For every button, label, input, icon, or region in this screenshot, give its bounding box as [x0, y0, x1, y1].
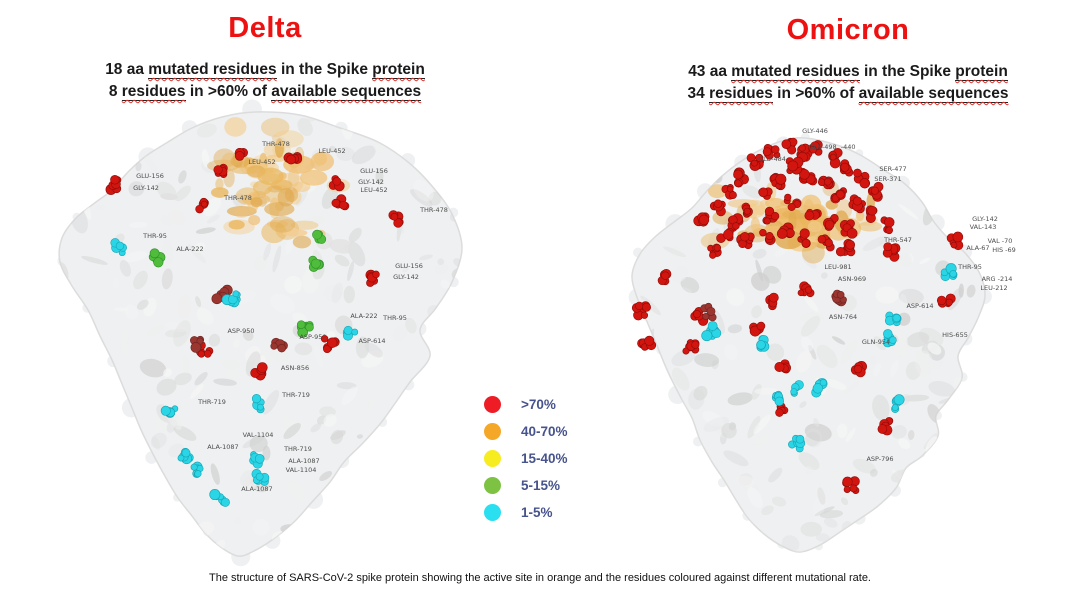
stats-text-segment: in the Spike	[859, 63, 956, 80]
residue-label: ASN-764	[829, 313, 857, 321]
delta-header: Delta 18 aa mutated residues in the Spik…	[35, 12, 495, 103]
residue-label: ALA-222	[176, 245, 203, 253]
residue-label: THR-95	[957, 263, 982, 271]
legend-item: 5-15%	[484, 472, 568, 499]
residue-label: ARG -214	[982, 275, 1013, 283]
figure-caption: The structure of SARS-CoV-2 spike protei…	[208, 572, 871, 584]
stats-text-segment: in >60% of	[185, 83, 272, 100]
residue-label: GLU-156	[360, 167, 388, 175]
residue-label: ASP-796	[866, 455, 893, 463]
residue-label: LEU-452	[360, 186, 387, 194]
stats-text-segment: protein	[955, 63, 1008, 81]
residue-label: GLY-142	[393, 273, 419, 281]
legend-color-dot-icon	[484, 477, 501, 494]
legend-color-dot-icon	[484, 450, 501, 467]
residue-label: VAL-1104	[286, 466, 317, 474]
residue-label: LEU-452	[318, 147, 345, 155]
stats-text-segment: 34	[687, 85, 710, 102]
legend-label: 1-5%	[521, 505, 553, 520]
residue-label: VAL-143	[970, 223, 997, 231]
legend-label: 15-40%	[521, 451, 568, 466]
residue-label: ASP-950	[227, 327, 254, 335]
residue-label: ASN-856	[281, 364, 309, 372]
delta-title: Delta	[228, 12, 302, 44]
residue-label: THR-478	[261, 140, 290, 148]
residue-label: GLN-954	[862, 338, 890, 346]
legend-item: >70%	[484, 391, 568, 418]
stats-text-segment: protein	[372, 61, 425, 79]
residue-label: ASP-614	[906, 302, 933, 310]
omicron-residue-spheres	[631, 137, 964, 495]
omicron-structure-figure: GLY-446 GLN-498, -440 GLU-484 SER-477 SER-37…	[628, 127, 1016, 553]
residue-label: GLU-156	[136, 172, 164, 180]
legend-item: 1-5%	[484, 499, 568, 526]
delta-structure-figure: GLU-156 GLY-142 THR-478 LEU-452 LEU-452 THR-4…	[57, 99, 463, 567]
residue-label: ALA-1087	[288, 457, 319, 465]
stats-text-segment: mutated residues	[148, 61, 277, 79]
stats-text-segment: 43 aa	[688, 63, 732, 80]
stats-text-segment: 8	[108, 83, 122, 100]
residue-label: VAL-1104	[243, 431, 274, 439]
residue-label: HIS -69	[992, 246, 1016, 254]
residue-label: ALA-1087	[241, 485, 272, 493]
residue-label: ASN-969	[838, 275, 866, 283]
residue-label: ALA-1087	[207, 443, 238, 451]
residue-label: GLU-156	[395, 262, 423, 270]
legend-label: 5-15%	[521, 478, 561, 493]
legend-label: 40-70%	[521, 424, 568, 439]
omicron-stats-line2: 34 residues in >60% of available sequenc…	[618, 83, 1078, 105]
residue-label: ASP-950	[299, 333, 326, 341]
residue-label: HIS-655	[942, 331, 968, 339]
omicron-title: Omicron	[786, 14, 910, 46]
residue-label: ALA-222	[350, 312, 377, 320]
residue-label: THR-95	[382, 314, 407, 322]
residue-label: VAL -70	[988, 237, 1013, 245]
residue-label: LEU-452	[248, 158, 275, 166]
residue-label: GLN-498, -440	[808, 143, 855, 151]
residue-label: GLY-142	[133, 184, 159, 192]
stats-text-segment: residues	[709, 85, 773, 103]
residue-label: SER-371	[874, 175, 901, 183]
residue-label: ALA-67	[966, 244, 989, 252]
stats-text-segment: in >60% of	[772, 85, 859, 102]
delta-stats-line2: 8 residues in >60% of available sequence…	[35, 81, 495, 103]
residue-label: THR-719	[281, 391, 310, 399]
residue-label: LEU-981	[824, 263, 851, 271]
stats-text-segment: available sequences	[271, 83, 422, 101]
residue-label: GLU-484	[758, 155, 786, 163]
residue-label: THR-95	[142, 232, 167, 240]
residue-label: THR-719	[197, 398, 226, 406]
omicron-header: Omicron 43 aa mutated residues in the Sp…	[618, 14, 1078, 105]
residue-label: THR-478	[419, 206, 448, 214]
legend-color-dot-icon	[484, 396, 501, 413]
mutation-rate-legend: >70% 40-70% 15-40% 5-15% 1-5%	[484, 391, 568, 526]
delta-stats-line1: 18 aa mutated residues in the Spike prot…	[35, 59, 495, 81]
residue-label: ASP-614	[358, 337, 385, 345]
legend-label: >70%	[521, 397, 556, 412]
stats-text-segment: 18 aa	[105, 61, 149, 78]
stats-text-segment: residues	[121, 83, 186, 101]
delta-residue-labels: GLU-156 GLY-142 THR-478 LEU-452 LEU-452 THR-4…	[133, 140, 448, 493]
residue-label: SER-477	[879, 165, 906, 173]
residue-label: LEU-212	[980, 284, 1007, 292]
legend-item: 15-40%	[484, 445, 568, 472]
legend-item: 40-70%	[484, 418, 568, 445]
delta-residue-spheres	[105, 147, 404, 507]
omicron-stats-line1: 43 aa mutated residues in the Spike prot…	[618, 61, 1078, 83]
stats-text-segment: mutated residues	[731, 63, 860, 81]
stats-text-segment: in the Spike	[276, 61, 373, 78]
stats-text-segment: available sequences	[858, 85, 1009, 103]
residue-label: THR-478	[223, 194, 252, 202]
residue-label: GLY-446	[802, 127, 828, 135]
residue-label: GLY-142	[358, 178, 384, 186]
omicron-residue-labels: GLY-446 GLN-498, -440 GLU-484 SER-477 SER-37…	[758, 127, 1016, 463]
legend-color-dot-icon	[484, 423, 501, 440]
residue-label: THR-547	[883, 236, 912, 244]
residue-label: THR-719	[283, 445, 312, 453]
residue-label: GLY-142	[972, 215, 998, 223]
legend-color-dot-icon	[484, 504, 501, 521]
